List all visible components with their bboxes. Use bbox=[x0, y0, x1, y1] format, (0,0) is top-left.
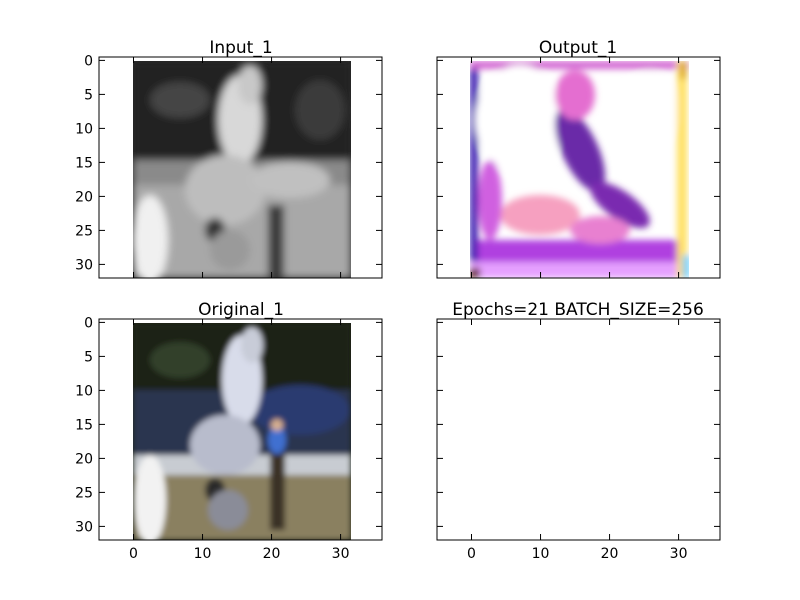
y-tick-label: 30 bbox=[75, 257, 93, 273]
y-tick-label: 0 bbox=[84, 53, 93, 69]
y-tick-label: 15 bbox=[75, 417, 93, 433]
x-tick-label: 30 bbox=[670, 546, 688, 562]
y-tick-label: 10 bbox=[75, 121, 93, 137]
y-tick-label: 5 bbox=[84, 87, 93, 103]
y-tick-label: 20 bbox=[75, 451, 93, 467]
x-tick-label: 0 bbox=[467, 546, 476, 562]
x-tick-label: 0 bbox=[129, 546, 138, 562]
output-ticks bbox=[437, 57, 720, 278]
output-axes-frame bbox=[436, 56, 721, 279]
panel-title-epochs: Epochs=21 BATCH_SIZE=256 bbox=[452, 300, 704, 320]
panel-title-original: Original_1 bbox=[198, 300, 284, 320]
input-ticks: 0 5 10 15 20 25 30 bbox=[75, 53, 382, 278]
input-axes-frame bbox=[98, 56, 383, 279]
y-tick-label: 10 bbox=[75, 383, 93, 399]
original-image bbox=[133, 323, 351, 540]
input-image bbox=[133, 61, 351, 278]
y-tick-label: 5 bbox=[84, 349, 93, 365]
original-axes-frame bbox=[98, 318, 383, 541]
empty-ticks: 0 10 20 30 bbox=[437, 319, 720, 562]
x-tick-label: 30 bbox=[332, 546, 350, 562]
y-tick-label: 25 bbox=[75, 485, 93, 501]
y-tick-label: 15 bbox=[75, 155, 93, 171]
x-tick-label: 10 bbox=[194, 546, 212, 562]
panel-empty: Epochs=21 BATCH_SIZE=256 0 10 20 30 bbox=[436, 300, 721, 562]
output-image bbox=[470, 61, 689, 278]
x-tick-label: 20 bbox=[263, 546, 281, 562]
y-tick-label: 25 bbox=[75, 223, 93, 239]
panel-input: Input_1 0 5 10 15 20 25 30 bbox=[75, 38, 383, 279]
x-tick-label: 10 bbox=[532, 546, 550, 562]
panel-title-input: Input_1 bbox=[209, 38, 272, 58]
y-tick-label: 0 bbox=[84, 315, 93, 331]
y-tick-label: 20 bbox=[75, 189, 93, 205]
x-tick-label: 20 bbox=[601, 546, 619, 562]
y-tick-label: 30 bbox=[75, 519, 93, 535]
panel-output: Output_1 bbox=[436, 38, 721, 279]
empty-axes-frame bbox=[436, 318, 721, 541]
panel-title-output: Output_1 bbox=[539, 38, 617, 58]
original-ticks: 0 10 20 30 0 5 10 15 20 25 30 bbox=[75, 315, 382, 562]
